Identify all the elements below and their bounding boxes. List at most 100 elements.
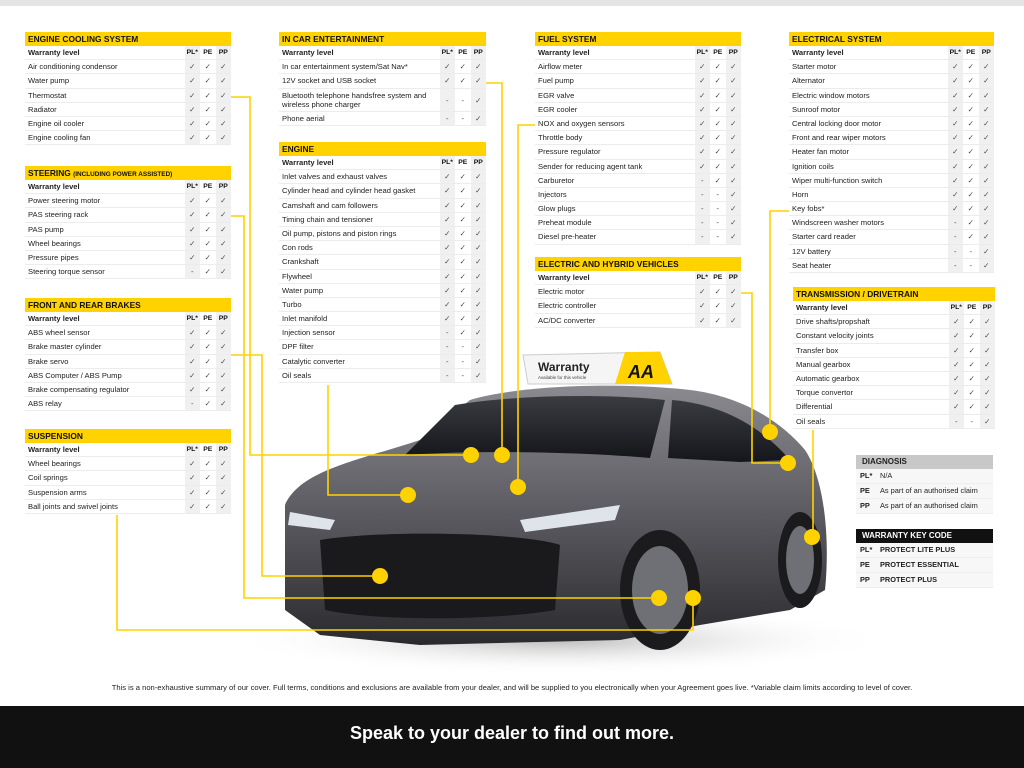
- check-icon: ✓: [725, 187, 741, 202]
- component-name: ABS wheel sensor: [28, 328, 91, 338]
- check-icon: ✓: [184, 382, 200, 397]
- component-name: Constant velocity joints: [796, 331, 874, 341]
- column-pe: PE: [203, 315, 213, 322]
- check-icon: ✓: [215, 397, 231, 411]
- check-icon: ✓: [439, 74, 455, 88]
- check-icon: ✓: [725, 102, 741, 116]
- table-row: Crankshaft ✓ ✓ ✓: [279, 255, 486, 270]
- component-name: Catalytic converter: [282, 356, 345, 366]
- component-name: Inlet manifold: [282, 314, 328, 324]
- component-name: Ignition coils: [792, 161, 834, 171]
- table-row: Inlet manifold ✓ ✓ ✓: [279, 312, 486, 327]
- check-icon: ✓: [204, 118, 211, 128]
- check-icon: ✓: [204, 133, 211, 143]
- component-name: Carburetor: [538, 175, 575, 185]
- table-row: ABS wheel sensor ✓ ✓ ✓: [25, 326, 231, 341]
- table-engine-cooling: ENGINE COOLING SYSTEM Warranty level PL* PE…: [25, 32, 231, 146]
- component-name: Electric controller: [538, 301, 597, 311]
- check-icon: ✓: [439, 241, 455, 255]
- table-row: Front and rear wiper motors ✓ ✓ ✓: [789, 131, 994, 146]
- column-pl: PL*: [439, 46, 455, 60]
- check-icon: ✓: [968, 317, 975, 327]
- component-name: Torque convertor: [796, 388, 853, 398]
- check-icon: ✓: [968, 331, 975, 341]
- table-row: Engine cooling fan ✓ ✓ ✓: [25, 131, 231, 146]
- component-name: AC/DC converter: [538, 315, 596, 325]
- not-covered-dash: -: [461, 356, 465, 366]
- check-icon: ✓: [459, 172, 466, 182]
- component-name: Wiper multi-function switch: [792, 175, 883, 185]
- column-pp: PP: [725, 46, 741, 60]
- column-label: Warranty level: [28, 445, 80, 454]
- table-row: Steering torque sensor - ✓ ✓: [25, 265, 231, 280]
- component-name: Radiator: [28, 104, 57, 114]
- check-icon: ✓: [967, 118, 974, 128]
- check-icon: ✓: [470, 340, 486, 354]
- hotspot-brakes: [372, 568, 388, 584]
- table-row: Carburetor - ✓ ✓: [535, 173, 741, 188]
- not-covered-dash: -: [716, 189, 720, 199]
- component-name: 12V battery: [792, 246, 831, 256]
- check-icon: ✓: [979, 386, 995, 400]
- hotspot-engine: [400, 487, 416, 503]
- column-label: Warranty level: [28, 314, 80, 323]
- table-row: Water pump ✓ ✓ ✓: [279, 283, 486, 298]
- table-row: Oil seals - - ✓: [279, 368, 486, 383]
- component-name: Drive shafts/propshaft: [796, 317, 870, 327]
- component-name: Glow plugs: [538, 204, 576, 214]
- check-icon: ✓: [694, 102, 710, 116]
- check-icon: ✓: [470, 283, 486, 297]
- check-icon: ✓: [947, 159, 963, 173]
- check-icon: ✓: [470, 74, 486, 88]
- column-pp: PP: [470, 46, 486, 60]
- column-pp: PP: [215, 312, 231, 326]
- table-row: Heater fan motor ✓ ✓ ✓: [789, 145, 994, 160]
- check-icon: ✓: [470, 354, 486, 368]
- check-icon: ✓: [184, 222, 200, 236]
- leader-line-electric: [741, 292, 788, 464]
- check-icon: ✓: [725, 131, 741, 145]
- check-icon: ✓: [967, 62, 974, 72]
- check-icon: ✓: [967, 76, 974, 86]
- table-row: Coil springs ✓ ✓ ✓: [25, 471, 231, 486]
- legend-row: PP PROTECT PLUS: [856, 573, 993, 588]
- check-icon: ✓: [184, 102, 200, 116]
- table-suspension: SUSPENSION Warranty level PL* PE PP Wheel bea…: [25, 429, 231, 514]
- check-icon: ✓: [725, 159, 741, 173]
- check-icon: ✓: [725, 216, 741, 230]
- check-icon: ✓: [967, 161, 974, 171]
- component-name: Front and rear wiper motors: [792, 133, 886, 143]
- legend-value: N/A: [880, 471, 893, 480]
- hotspot-dots: [372, 424, 820, 606]
- leader-line-electrical: [769, 210, 789, 432]
- check-icon: ✓: [725, 230, 741, 244]
- check-icon: ✓: [184, 485, 200, 499]
- table-row: Transfer box ✓ ✓ ✓: [793, 343, 995, 358]
- component-name: ABS relay: [28, 399, 62, 409]
- component-name: Brake master cylinder: [28, 342, 102, 352]
- table-row: Thermostat ✓ ✓ ✓: [25, 88, 231, 103]
- side-window: [668, 400, 790, 462]
- table-row: Ignition coils ✓ ✓ ✓: [789, 159, 994, 174]
- check-icon: ✓: [184, 116, 200, 131]
- table-row: NOX and oxygen sensors ✓ ✓ ✓: [535, 116, 741, 132]
- check-icon: ✓: [184, 326, 200, 340]
- table-row: Key fobs* ✓ ✓ ✓: [789, 202, 994, 217]
- component-name: Preheat module: [538, 218, 592, 228]
- component-name: Phone aerial: [282, 113, 325, 123]
- check-icon: ✓: [947, 74, 963, 88]
- column-header-row: Warranty level PL* PE PP: [25, 443, 231, 458]
- check-icon: ✓: [184, 88, 200, 102]
- component-name: 12V socket and USB socket: [282, 76, 377, 86]
- component-name: Timing chain and tensioner: [282, 214, 373, 224]
- column-pl: PL*: [184, 312, 200, 326]
- top-strip: [0, 0, 1024, 6]
- table-row: Wheel bearings ✓ ✓ ✓: [25, 236, 231, 251]
- table-row: Power steering motor ✓ ✓ ✓: [25, 194, 231, 209]
- column-header-row: Warranty level PL* PE PP: [25, 180, 231, 195]
- check-icon: ✓: [215, 88, 231, 102]
- legend-code: PL*: [860, 545, 873, 554]
- legend-value: As part of an authorised claim: [880, 486, 978, 495]
- check-icon: ✓: [184, 131, 200, 145]
- table-row: 12V battery - - ✓: [789, 244, 994, 259]
